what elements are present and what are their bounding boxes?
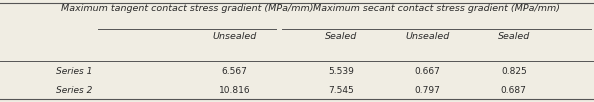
Text: 10.816: 10.816 <box>219 86 251 95</box>
Text: Maximum secant contact stress gradient (MPa/mm): Maximum secant contact stress gradient (… <box>313 4 560 13</box>
Text: 0.797: 0.797 <box>415 86 441 95</box>
Text: Sealed: Sealed <box>498 32 530 41</box>
Text: Series 2: Series 2 <box>56 86 92 95</box>
Text: Maximum tangent contact stress gradient (MPa/mm): Maximum tangent contact stress gradient … <box>61 4 314 13</box>
Text: Unsealed: Unsealed <box>406 32 450 41</box>
Text: 0.825: 0.825 <box>501 67 527 76</box>
Text: Series 1: Series 1 <box>56 67 92 76</box>
Text: 0.667: 0.667 <box>415 67 441 76</box>
Text: Sealed: Sealed <box>326 32 358 41</box>
Text: 5.539: 5.539 <box>328 67 355 76</box>
Text: Unsealed: Unsealed <box>213 32 257 41</box>
Text: 6.567: 6.567 <box>222 67 248 76</box>
Text: 0.687: 0.687 <box>501 86 527 95</box>
Text: 7.545: 7.545 <box>328 86 355 95</box>
